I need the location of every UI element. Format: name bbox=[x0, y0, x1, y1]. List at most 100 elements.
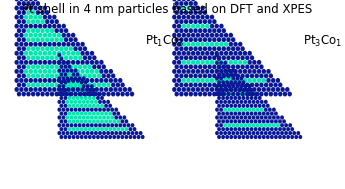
Circle shape bbox=[33, 42, 38, 47]
Circle shape bbox=[244, 100, 247, 104]
Circle shape bbox=[96, 119, 100, 123]
Circle shape bbox=[278, 91, 283, 96]
Circle shape bbox=[57, 100, 61, 104]
Circle shape bbox=[72, 135, 76, 139]
Circle shape bbox=[111, 74, 115, 78]
Circle shape bbox=[189, 55, 193, 60]
Circle shape bbox=[243, 51, 247, 56]
Circle shape bbox=[29, 5, 33, 10]
Circle shape bbox=[110, 108, 114, 112]
Circle shape bbox=[290, 135, 294, 139]
Circle shape bbox=[235, 131, 239, 135]
Circle shape bbox=[243, 78, 247, 83]
Circle shape bbox=[127, 87, 132, 92]
Circle shape bbox=[52, 24, 57, 29]
Circle shape bbox=[273, 82, 278, 87]
Circle shape bbox=[250, 119, 254, 123]
Circle shape bbox=[57, 68, 61, 73]
Circle shape bbox=[184, 55, 188, 60]
Circle shape bbox=[172, 51, 177, 56]
Circle shape bbox=[175, 64, 179, 69]
Circle shape bbox=[96, 135, 100, 139]
Circle shape bbox=[110, 131, 114, 135]
Circle shape bbox=[64, 28, 68, 33]
Circle shape bbox=[69, 64, 73, 69]
Circle shape bbox=[278, 135, 282, 139]
Circle shape bbox=[63, 88, 67, 92]
Circle shape bbox=[19, 69, 23, 74]
Circle shape bbox=[64, 37, 68, 42]
Circle shape bbox=[90, 87, 94, 92]
Circle shape bbox=[57, 51, 61, 56]
Circle shape bbox=[63, 119, 67, 123]
Circle shape bbox=[244, 92, 247, 96]
Circle shape bbox=[21, 10, 26, 15]
Circle shape bbox=[80, 80, 83, 84]
Circle shape bbox=[38, 42, 42, 47]
Circle shape bbox=[254, 127, 257, 131]
Circle shape bbox=[63, 112, 67, 116]
Circle shape bbox=[179, 19, 184, 24]
Circle shape bbox=[68, 104, 71, 108]
Circle shape bbox=[61, 69, 66, 74]
Circle shape bbox=[17, 64, 21, 69]
Circle shape bbox=[229, 87, 233, 92]
Circle shape bbox=[43, 87, 47, 92]
Circle shape bbox=[181, 42, 186, 47]
Circle shape bbox=[40, 82, 45, 87]
Circle shape bbox=[266, 112, 270, 116]
Circle shape bbox=[285, 87, 289, 92]
Circle shape bbox=[76, 60, 80, 65]
Circle shape bbox=[221, 82, 226, 87]
Circle shape bbox=[127, 131, 130, 135]
Circle shape bbox=[266, 135, 270, 139]
Circle shape bbox=[217, 80, 221, 84]
Circle shape bbox=[45, 46, 49, 51]
Circle shape bbox=[217, 104, 221, 108]
Circle shape bbox=[212, 19, 217, 24]
Circle shape bbox=[45, 55, 49, 60]
Circle shape bbox=[226, 82, 231, 87]
Circle shape bbox=[80, 96, 83, 100]
Circle shape bbox=[104, 104, 108, 108]
Circle shape bbox=[248, 84, 252, 88]
Circle shape bbox=[83, 74, 87, 78]
Circle shape bbox=[217, 28, 221, 33]
Circle shape bbox=[61, 87, 66, 92]
Circle shape bbox=[198, 46, 203, 51]
Circle shape bbox=[98, 131, 102, 135]
Circle shape bbox=[40, 64, 45, 69]
Circle shape bbox=[250, 88, 254, 92]
Circle shape bbox=[114, 123, 118, 127]
Circle shape bbox=[191, 78, 195, 83]
Circle shape bbox=[101, 64, 106, 69]
Circle shape bbox=[258, 119, 262, 123]
Circle shape bbox=[233, 88, 237, 92]
Circle shape bbox=[122, 131, 126, 135]
Circle shape bbox=[231, 115, 235, 120]
Circle shape bbox=[231, 123, 235, 127]
Circle shape bbox=[241, 96, 245, 100]
Circle shape bbox=[73, 64, 78, 69]
Circle shape bbox=[83, 55, 87, 60]
Circle shape bbox=[122, 123, 126, 127]
Circle shape bbox=[200, 69, 205, 74]
Circle shape bbox=[31, 19, 36, 24]
Circle shape bbox=[212, 74, 217, 78]
Circle shape bbox=[217, 112, 221, 116]
Circle shape bbox=[198, 74, 203, 78]
Circle shape bbox=[237, 135, 241, 139]
Circle shape bbox=[72, 112, 76, 116]
Circle shape bbox=[172, 42, 177, 47]
Circle shape bbox=[246, 135, 249, 139]
Circle shape bbox=[43, 69, 47, 74]
Circle shape bbox=[21, 28, 26, 33]
Circle shape bbox=[207, 46, 212, 51]
Circle shape bbox=[215, 84, 219, 88]
Circle shape bbox=[78, 91, 82, 96]
Circle shape bbox=[104, 127, 108, 131]
Circle shape bbox=[57, 61, 61, 65]
Circle shape bbox=[181, 0, 186, 2]
Circle shape bbox=[181, 78, 186, 83]
Circle shape bbox=[264, 131, 268, 135]
